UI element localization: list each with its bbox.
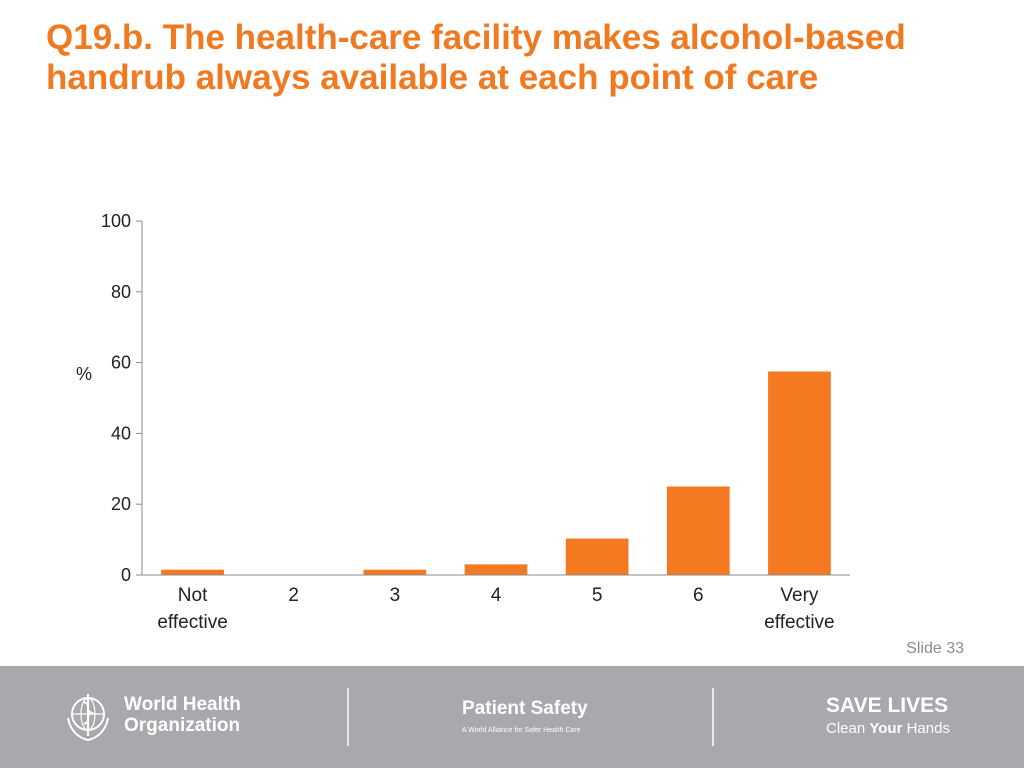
- patient-safety-logo: Patient Safety A World Alliance for Safe…: [462, 698, 588, 734]
- y-tick-label: 80: [111, 282, 131, 302]
- footer-divider: [712, 688, 714, 746]
- bar: [565, 538, 629, 575]
- save-lives-subtitle: Clean Your Hands: [826, 720, 950, 737]
- y-tick-label: 60: [111, 353, 131, 373]
- patient-safety-title: Patient Safety: [462, 698, 588, 719]
- x-tick-label: 3: [390, 585, 401, 606]
- bar: [464, 564, 528, 575]
- who-line-1: World Health: [124, 694, 241, 715]
- y-tick-label: 20: [111, 494, 131, 514]
- save-lives-title: SAVE LIVES: [826, 694, 949, 717]
- bars: [161, 371, 831, 575]
- bar: [363, 569, 427, 575]
- who-emblem-icon: [67, 694, 109, 742]
- bar: [666, 486, 730, 575]
- bar: [768, 371, 831, 575]
- save-lives-sub-text: Clean: [826, 720, 870, 737]
- footer-banner: World Health Organization Patient Safety…: [0, 666, 1024, 768]
- x-tick-label: Very effective: [764, 585, 834, 633]
- save-lives-sub-text: Hands: [902, 720, 950, 737]
- x-tick-label: Not effective: [157, 585, 227, 633]
- bar-chart: 0 20 40 60 80 100 Not effective 2 3 4 5 6 Very effect…: [76, 211, 850, 633]
- patient-safety-subtitle: A World Alliance for Safer Health Care: [462, 727, 581, 734]
- slide-number: Slide 33: [906, 640, 964, 657]
- y-axis: 0 20 40 60 80 100: [101, 211, 143, 585]
- x-tick-label: 2: [288, 585, 299, 606]
- who-line-2: Organization: [124, 715, 241, 736]
- y-tick-label: 100: [101, 211, 131, 231]
- x-tick-label: 6: [693, 585, 704, 606]
- x-tick-label: 4: [491, 585, 502, 606]
- x-tick-label: 5: [592, 585, 603, 606]
- y-tick-label: 0: [121, 565, 131, 585]
- x-axis: Not effective 2 3 4 5 6 Very effective: [142, 574, 850, 633]
- y-axis-label: %: [76, 364, 92, 384]
- footer-divider: [347, 688, 349, 746]
- slide-title: Q19.b. The health-care facility makes al…: [46, 18, 906, 97]
- save-lives-logo: SAVE LIVES Clean Your Hands: [826, 694, 950, 737]
- y-tick-label: 40: [111, 423, 131, 443]
- bar: [161, 569, 224, 575]
- save-lives-sub-bold: Your: [869, 720, 903, 737]
- who-logo-text: World Health Organization: [124, 694, 241, 736]
